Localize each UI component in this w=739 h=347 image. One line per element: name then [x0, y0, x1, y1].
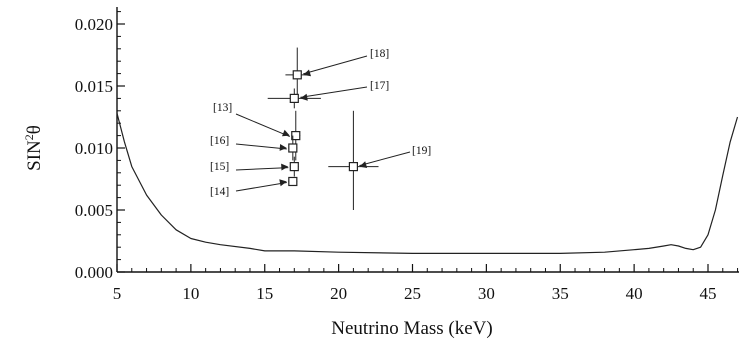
x-tick-label: 30 — [478, 284, 495, 303]
y-axis-title-main: SIN — [24, 140, 45, 171]
x-tick-label: 25 — [404, 284, 421, 303]
reference-arrowhead — [279, 144, 287, 151]
y-tick-label: 0.020 — [75, 15, 113, 34]
limit-curve-layer — [116, 113, 739, 254]
reference-label: [16] — [210, 135, 229, 147]
reference-arrow — [235, 113, 290, 138]
reference-arrowhead — [359, 161, 368, 168]
y-axis-title-sup: 2 — [22, 134, 36, 140]
reference-arrowhead — [300, 93, 308, 101]
data-point-marker — [289, 162, 299, 172]
data-point-marker — [288, 143, 298, 153]
reference-arrowhead — [281, 163, 289, 171]
reference-label: [19] — [412, 145, 431, 157]
reference-label: [17] — [370, 80, 389, 92]
reference-arrow — [359, 151, 411, 167]
y-tick-label: 0.010 — [75, 139, 113, 158]
x-tick-label: 5 — [113, 284, 122, 303]
reference-arrowhead — [282, 129, 290, 137]
reference-label: [14] — [210, 186, 229, 198]
x-tick-label: 15 — [256, 284, 273, 303]
data-point-marker — [292, 70, 302, 80]
reference-arrow — [303, 55, 368, 75]
data-point-marker — [291, 131, 301, 141]
reference-label: [18] — [370, 48, 389, 60]
y-axis-title-tail: θ — [24, 125, 45, 134]
exclusion-limit-curve — [116, 113, 739, 254]
reference-label: [15] — [210, 161, 229, 173]
x-tick-label: 35 — [552, 284, 569, 303]
data-point-marker — [348, 162, 358, 172]
data-point-marker — [288, 176, 298, 187]
x-axis-title: Neutrino Mass (keV) — [331, 318, 492, 339]
reference-labels-layer: [18] [17] [13] [16] [15] [14] [19] — [210, 48, 431, 198]
axes: 5 10 15 20 25 30 35 40 45 0.000 0.005 0.010 0.015 0.0… — [75, 7, 739, 303]
reference-arrow — [235, 143, 287, 150]
reference-arrowhead — [303, 69, 311, 77]
x-tick-label: 45 — [700, 284, 717, 303]
y-axis-title: SIN2θ — [22, 125, 45, 171]
y-tick-label: 0.015 — [75, 77, 113, 96]
reference-arrow — [235, 167, 289, 171]
reference-arrowhead — [279, 179, 287, 187]
x-tick-label: 20 — [330, 284, 347, 303]
reference-arrow — [235, 181, 287, 192]
data-points-layer — [267, 47, 379, 210]
reference-label: [13] — [213, 102, 232, 114]
x-tick-label: 10 — [182, 284, 199, 303]
y-tick-label: 0.005 — [75, 201, 113, 220]
reference-arrow — [300, 86, 368, 98]
y-tick-label: 0.000 — [75, 263, 113, 282]
x-tick-label: 40 — [626, 284, 643, 303]
data-point-marker — [289, 93, 299, 104]
